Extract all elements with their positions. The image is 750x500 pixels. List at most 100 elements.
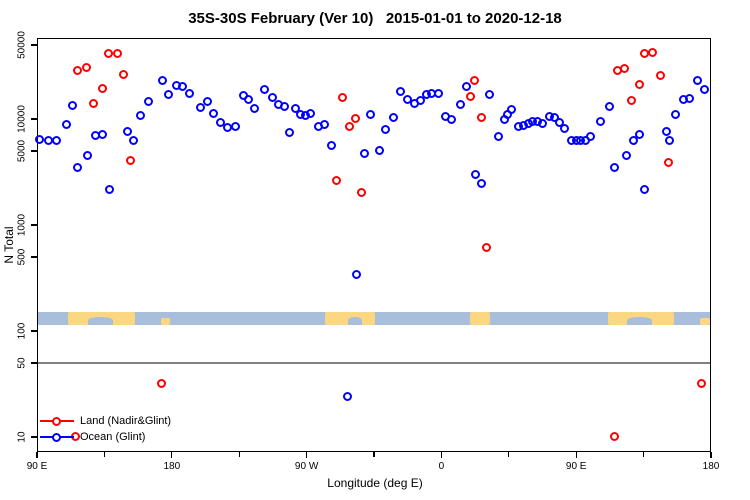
data-point-ocean: [596, 117, 606, 126]
x-axis-tick-label: 0: [438, 461, 445, 472]
y-axis-tick-label: 10000: [16, 105, 28, 133]
data-point-ocean: [215, 118, 225, 128]
data-point-ocean: [230, 122, 240, 132]
data-point-ocean: [244, 95, 254, 105]
data-point-ocean: [359, 148, 369, 158]
land-patch-new-zealand-repeat: [699, 317, 710, 325]
x-axis-tick-label: 90 W: [294, 461, 319, 472]
x-axis-minor-tick: [508, 452, 510, 457]
data-point-land: [663, 157, 673, 167]
data-point-ocean: [471, 170, 481, 180]
data-point-ocean: [388, 113, 398, 123]
data-point-ocean: [195, 102, 205, 112]
data-point-land: [466, 91, 475, 101]
data-point-land: [97, 84, 107, 94]
plot-border-box: [37, 38, 711, 452]
ocean-inlet-great-australian-bight-repeat: [627, 317, 652, 325]
data-point-land: [157, 378, 167, 388]
y-axis-tick-label: 5000: [16, 139, 28, 163]
data-point-ocean: [352, 270, 362, 280]
y-axis-tick-label: 50000: [16, 31, 28, 59]
data-point-land: [119, 70, 129, 80]
data-point-ocean: [634, 129, 644, 139]
x-axis-tick-label: 180: [163, 461, 181, 472]
x-axis-tick-label: 180: [702, 461, 720, 472]
data-point-ocean: [222, 122, 232, 132]
y-axis-tick: [31, 44, 37, 46]
data-point-ocean: [415, 96, 425, 106]
x-axis-minor-tick: [642, 452, 645, 457]
x-axis-tick-label: 90 E: [565, 461, 587, 472]
data-point-land: [331, 176, 341, 186]
data-point-land: [345, 121, 355, 131]
data-point-ocean: [537, 118, 547, 128]
x-axis-major-tick: [710, 452, 712, 458]
data-point-land: [634, 79, 644, 89]
data-point-ocean: [692, 76, 702, 86]
data-point-ocean: [249, 104, 259, 114]
data-point-ocean: [164, 90, 174, 100]
data-point-ocean: [135, 110, 145, 120]
data-point-land: [126, 155, 135, 165]
data-point-land: [656, 71, 666, 81]
x-axis-major-tick: [305, 452, 308, 458]
data-point-ocean: [305, 108, 315, 118]
data-point-ocean: [640, 184, 650, 194]
data-point-ocean: [158, 76, 168, 86]
land-patch-new-zealand: [160, 317, 171, 325]
y-axis-tick: [31, 224, 37, 226]
data-point-land: [609, 432, 619, 442]
data-point-land: [647, 47, 657, 57]
data-point-ocean: [621, 150, 631, 160]
data-point-ocean: [507, 105, 517, 115]
y-axis-tick: [31, 150, 37, 152]
x-axis-major-tick: [575, 452, 577, 458]
ocean-inlet-rio-de-la-plata: [347, 317, 362, 325]
data-point-ocean: [605, 101, 615, 111]
y-axis-tick-label: 100: [16, 322, 28, 340]
x-axis-minor-tick: [238, 452, 240, 457]
data-point-ocean: [178, 82, 188, 92]
data-point-ocean: [609, 163, 619, 173]
ocean-inlet-great-australian-bight: [87, 317, 113, 325]
data-point-ocean: [319, 120, 329, 130]
data-point-ocean: [477, 179, 487, 189]
x-axis-minor-tick: [373, 452, 375, 457]
data-point-ocean: [143, 96, 153, 106]
data-point-ocean: [185, 89, 195, 99]
data-point-land: [72, 66, 82, 76]
latitude-band-map-strip: [38, 312, 710, 325]
data-point-land: [696, 378, 706, 388]
x-axis-major-tick: [440, 452, 443, 458]
x-axis-major-tick: [171, 452, 173, 458]
y-axis-tick: [31, 362, 37, 364]
data-point-ocean: [365, 110, 375, 119]
data-point-ocean: [343, 392, 353, 402]
data-point-ocean: [61, 119, 71, 129]
data-point-land: [81, 63, 91, 73]
data-point-ocean: [433, 88, 443, 98]
data-point-land: [104, 49, 114, 59]
data-point-ocean: [671, 110, 681, 119]
data-point-ocean: [493, 132, 503, 142]
data-point-ocean: [396, 86, 406, 96]
data-point-ocean: [35, 134, 45, 144]
x-axis-minor-tick: [103, 452, 106, 457]
data-point-ocean: [260, 84, 270, 94]
data-point-ocean: [700, 84, 710, 94]
data-point-land: [337, 93, 347, 103]
land-patch-south-africa: [469, 312, 491, 325]
data-point-land: [627, 95, 637, 105]
x-axis-tick-label: 90 E: [26, 461, 48, 472]
data-point-ocean: [83, 150, 93, 160]
legend-land-circle-sample: [52, 416, 61, 426]
y-axis-tick: [31, 436, 37, 438]
data-point-ocean: [327, 141, 337, 151]
legend-land-label: Land (Nadir&Glint): [80, 415, 172, 427]
data-point-ocean: [209, 108, 219, 118]
data-point-ocean: [665, 136, 675, 146]
data-point-land: [89, 98, 99, 108]
data-point-ocean: [268, 93, 278, 103]
y-axis-tick-label: 10: [16, 431, 28, 443]
